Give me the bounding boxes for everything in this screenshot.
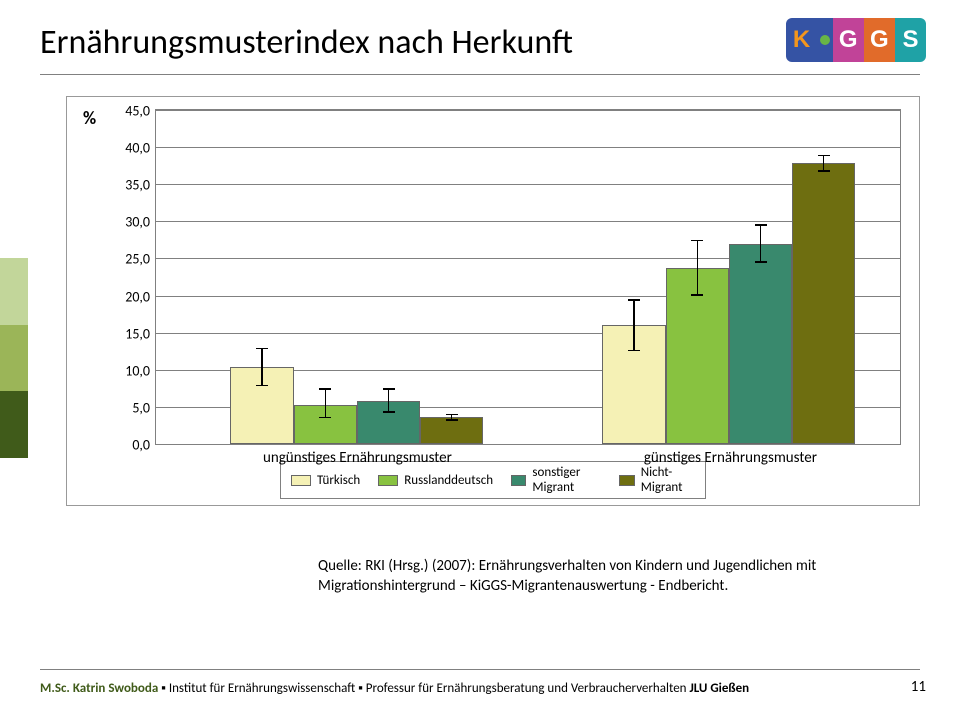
error-bar bbox=[760, 224, 762, 263]
x-axis-group-label: günstiges Ernährungsmuster bbox=[580, 449, 880, 467]
legend-item: Nicht-Migrant bbox=[619, 465, 695, 495]
error-bar bbox=[261, 348, 263, 387]
legend-item: Russlanddeutsch bbox=[378, 473, 493, 488]
gridline: 30,0 bbox=[156, 221, 900, 222]
error-bar bbox=[633, 299, 635, 351]
legend-label: Türkisch bbox=[317, 473, 360, 488]
y-tick-label: 45,0 bbox=[125, 103, 150, 120]
footer-institute: Institut für Ernährungswissenschaft bbox=[169, 681, 355, 696]
gridline: 0,0 bbox=[156, 444, 900, 445]
y-tick-label: 10,0 bbox=[125, 362, 150, 379]
logo-dot-icon bbox=[817, 18, 833, 62]
page-number: 11 bbox=[911, 678, 926, 696]
legend-swatch bbox=[291, 475, 311, 486]
legend-item: Türkisch bbox=[291, 473, 360, 488]
y-tick-label: 25,0 bbox=[125, 251, 150, 268]
legend-item: sonstiger Migrant bbox=[511, 465, 601, 495]
error-bar bbox=[325, 388, 327, 418]
footer-prefix: M.Sc. bbox=[40, 681, 70, 696]
y-tick-label: 35,0 bbox=[125, 177, 150, 194]
footer-professur: Professur für Ernährungsberatung und Ver… bbox=[366, 681, 687, 696]
y-tick-label: 0,0 bbox=[132, 437, 150, 454]
legend-swatch bbox=[511, 475, 526, 486]
source-line-1: Quelle: RKI (Hrsg.) (2007): Ernährungsve… bbox=[318, 557, 816, 575]
plot-area: 0,05,010,015,020,025,030,035,040,045,0 bbox=[155, 109, 901, 445]
page-title: Ernährungsmusterindex nach Herkunft bbox=[40, 22, 573, 63]
footer-credits: M.Sc. Katrin Swoboda ▪ Institut für Ernä… bbox=[40, 681, 749, 696]
legend-label: sonstiger Migrant bbox=[532, 465, 601, 495]
gridline: 40,0 bbox=[156, 147, 900, 148]
y-axis-unit: % bbox=[83, 107, 96, 129]
logo-letter-s: S bbox=[895, 18, 926, 62]
error-bar bbox=[823, 155, 825, 172]
y-tick-label: 40,0 bbox=[125, 140, 150, 157]
sidebar-accent bbox=[0, 258, 28, 458]
footer-sep-2: ▪ bbox=[358, 681, 363, 696]
logo-letter-g2: G bbox=[864, 18, 895, 62]
bar-chart: % 0,0 5,0 10,0 15,0 20,0 25,0 30,0 35,0 40,0 45,0… bbox=[66, 96, 920, 506]
title-divider bbox=[40, 74, 920, 75]
footer-author: Katrin Swoboda bbox=[73, 681, 158, 696]
footer-sep-1: ▪ bbox=[161, 681, 166, 696]
gridline: 45,0 bbox=[156, 110, 900, 111]
source-line-2: Migrationshintergrund – KiGGS-Migrantena… bbox=[318, 577, 728, 595]
y-tick-label: 20,0 bbox=[125, 288, 150, 305]
logo-letter-k: K bbox=[786, 18, 817, 62]
gridline: 35,0 bbox=[156, 184, 900, 185]
bar-3 bbox=[792, 163, 855, 444]
error-bar bbox=[388, 388, 390, 412]
x-axis-group-label: ungünstiges Ernährungsmuster bbox=[207, 449, 507, 467]
legend-swatch bbox=[378, 475, 398, 486]
error-bar bbox=[697, 240, 699, 296]
source-citation: Quelle: RKI (Hrsg.) (2007): Ernährungsve… bbox=[318, 556, 816, 597]
y-tick-label: 30,0 bbox=[125, 214, 150, 231]
y-tick-label: 5,0 bbox=[132, 399, 150, 416]
legend-swatch bbox=[619, 475, 634, 486]
bar-2 bbox=[729, 244, 792, 444]
footer-divider bbox=[40, 669, 920, 670]
bar-3 bbox=[420, 417, 483, 444]
kiggs-logo: K G G S bbox=[786, 18, 926, 62]
logo-letter-g1: G bbox=[833, 18, 864, 62]
legend-label: Russlanddeutsch bbox=[404, 473, 493, 488]
error-bar bbox=[451, 414, 453, 421]
footer-uni: JLU Gießen bbox=[689, 681, 749, 696]
y-tick-label: 15,0 bbox=[125, 325, 150, 342]
legend-label: Nicht-Migrant bbox=[641, 465, 695, 495]
